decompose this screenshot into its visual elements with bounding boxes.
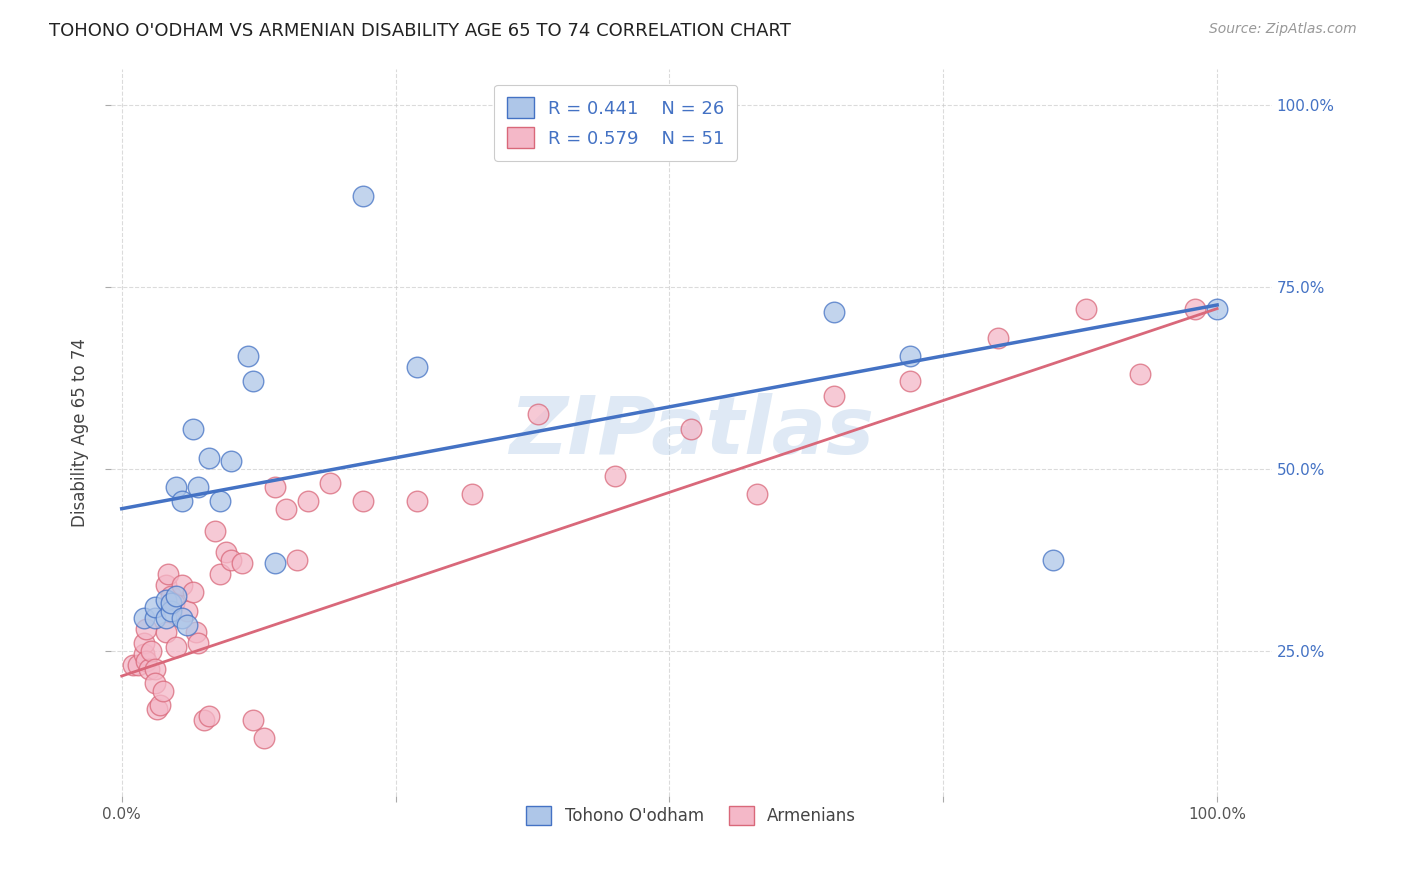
Y-axis label: Disability Age 65 to 74: Disability Age 65 to 74 (72, 338, 89, 527)
Point (1129, 367, 1152, 381)
Point (143, 676, 166, 690)
Point (166, 480, 188, 494)
Point (1206, 301, 1229, 316)
Point (170, 578, 193, 592)
Point (461, 487, 484, 501)
Point (121, 658, 143, 673)
Point (215, 545, 238, 559)
Point (209, 494, 232, 508)
Point (187, 480, 209, 494)
Point (900, 349, 922, 363)
Point (406, 359, 429, 374)
Point (135, 622, 157, 636)
Point (138, 662, 160, 676)
Point (127, 658, 149, 673)
Point (156, 567, 179, 582)
Point (166, 640, 188, 654)
Point (181, 585, 204, 599)
Point (209, 567, 232, 582)
Point (823, 305, 845, 319)
Point (198, 450, 221, 465)
Text: TOHONO O'ODHAM VS ARMENIAN DISABILITY AGE 65 TO 74 CORRELATION CHART: TOHONO O'ODHAM VS ARMENIAN DISABILITY AG… (49, 22, 792, 40)
Point (285, 552, 308, 566)
Point (319, 476, 342, 491)
Point (152, 683, 174, 698)
Point (297, 494, 319, 508)
Point (352, 494, 374, 508)
Point (264, 556, 287, 570)
Text: ZIPatlas: ZIPatlas (509, 393, 875, 471)
Point (231, 556, 253, 570)
Point (253, 731, 276, 745)
Point (242, 375, 264, 389)
Point (132, 611, 155, 625)
Point (274, 501, 297, 516)
Point (160, 589, 183, 603)
Point (155, 611, 177, 625)
Point (823, 389, 845, 403)
Point (135, 655, 157, 669)
Point (176, 603, 198, 617)
Point (160, 596, 183, 610)
Text: Source: ZipAtlas.com: Source: ZipAtlas.com (1209, 22, 1357, 37)
Point (155, 592, 177, 607)
Point (155, 625, 177, 640)
Point (527, 407, 550, 421)
Point (132, 647, 155, 661)
Point (987, 331, 1010, 345)
Point (681, 422, 703, 436)
Point (143, 599, 166, 614)
Point (242, 713, 264, 727)
Point (132, 636, 155, 650)
Point (176, 618, 198, 632)
Point (219, 552, 242, 566)
Point (204, 524, 226, 538)
Point (143, 611, 166, 625)
Point (163, 596, 186, 610)
Point (187, 636, 209, 650)
Point (1184, 301, 1206, 316)
Point (900, 375, 922, 389)
Point (198, 709, 221, 723)
Point (236, 349, 259, 363)
Point (155, 578, 177, 592)
Point (146, 702, 169, 716)
Point (149, 698, 172, 713)
Point (141, 643, 163, 657)
Point (143, 662, 166, 676)
Point (1074, 301, 1097, 316)
Legend: Tohono O'odham, Armenians: Tohono O'odham, Armenians (516, 796, 866, 835)
Point (1042, 552, 1064, 566)
Point (603, 469, 626, 483)
Point (166, 589, 188, 603)
Point (352, 189, 374, 203)
Point (193, 713, 215, 727)
Point (745, 487, 768, 501)
Point (181, 422, 204, 436)
Point (219, 454, 242, 468)
Point (406, 494, 429, 508)
Point (170, 611, 193, 625)
Point (160, 603, 183, 617)
Point (264, 480, 287, 494)
Point (186, 625, 208, 640)
Point (170, 494, 193, 508)
